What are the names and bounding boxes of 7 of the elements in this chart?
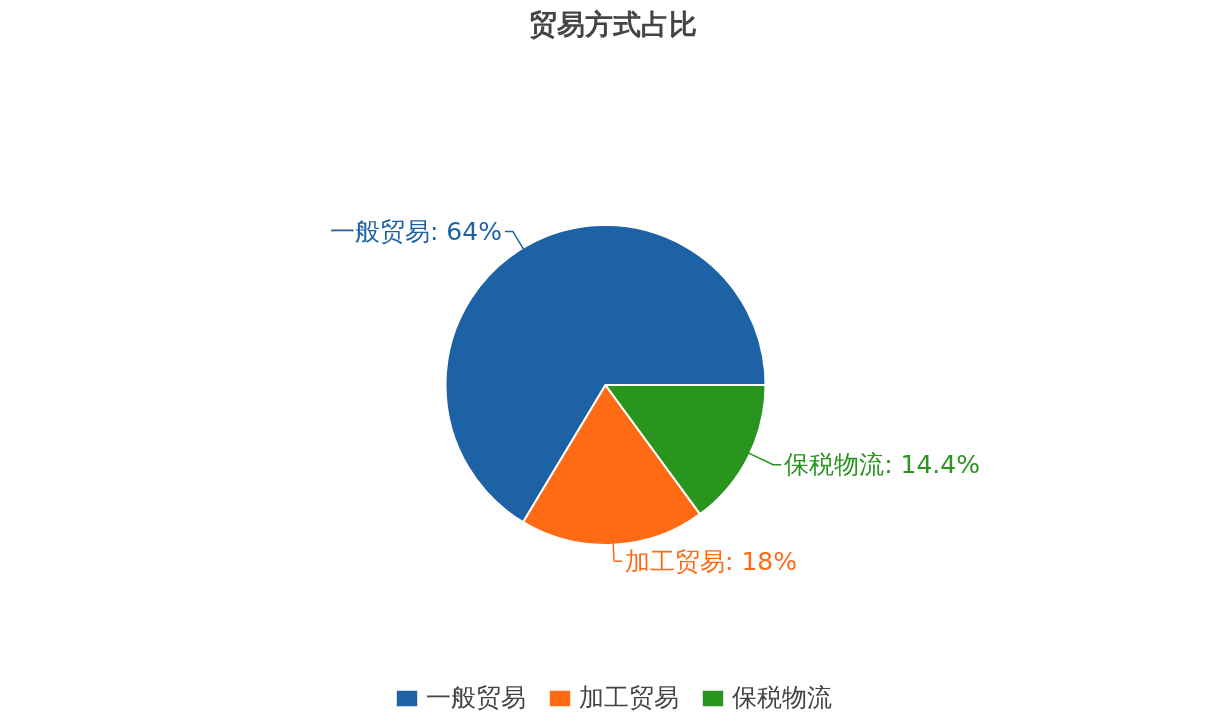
data-label: 加工贸易: 18% — [625, 546, 798, 576]
legend-label: 保税物流 — [731, 682, 832, 714]
chart-title: 贸易方式占比 — [528, 7, 697, 41]
data-label: 保税物流: 14.4% — [784, 450, 980, 480]
data-label: 一般贸易: 64% — [329, 217, 502, 247]
legend-label: 一般贸易 — [425, 682, 526, 714]
legend-label: 加工贸易 — [578, 682, 679, 714]
